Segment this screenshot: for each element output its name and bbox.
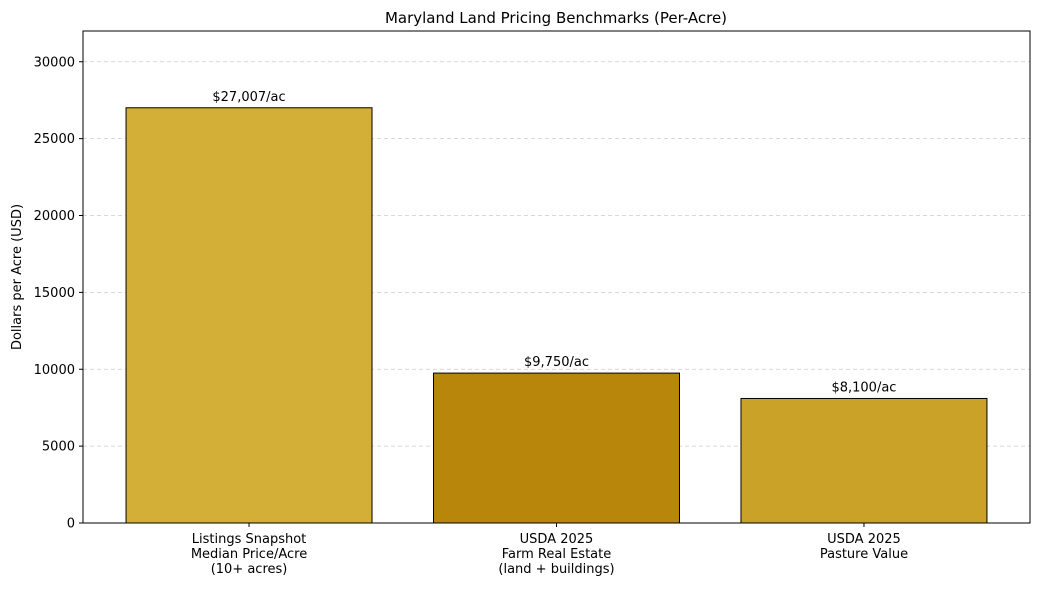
x-tick-label: USDA 2025: [520, 532, 594, 547]
value-label: $8,100/ac: [831, 380, 896, 395]
x-tick-label: USDA 2025: [827, 532, 901, 547]
axes-frame: [82, 30, 1031, 524]
y-tick-label: 20000: [34, 209, 75, 224]
bar: [433, 372, 680, 524]
chart-title: Maryland Land Pricing Benchmarks (Per-Ac…: [385, 9, 727, 27]
y-tick-label: 25000: [34, 132, 75, 147]
value-label: $27,007/ac: [212, 90, 285, 105]
x-tick-label: Median Price/Acre: [191, 547, 307, 562]
y-tick-label: 15000: [34, 286, 75, 301]
x-tick-label: (land + buildings): [498, 562, 614, 577]
value-label: $9,750/ac: [524, 355, 589, 370]
y-tick-label: 30000: [34, 55, 75, 70]
y-tick-label: 0: [67, 517, 75, 532]
x-tick-label: Farm Real Estate: [502, 547, 611, 562]
x-tick-label: Listings Snapshot: [192, 532, 307, 547]
x-tick-label: (10+ acres): [211, 562, 288, 577]
y-axis-label: Dollars per Acre (USD): [10, 204, 25, 350]
y-tick-label: 10000: [34, 363, 75, 378]
x-tick-label: Pasture Value: [820, 547, 908, 562]
y-tick-label: 5000: [42, 440, 75, 455]
bar: [125, 107, 373, 524]
bar: [740, 397, 988, 524]
